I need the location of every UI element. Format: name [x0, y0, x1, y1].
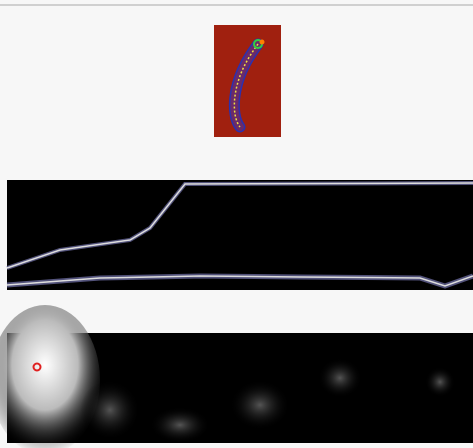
heat-blob [318, 358, 362, 398]
worm-image [214, 25, 281, 137]
heat-blob [425, 367, 455, 397]
heatmap [0, 305, 473, 448]
heat-blob [150, 407, 210, 443]
page [0, 0, 473, 448]
screen [0, 0, 473, 448]
kymograph [7, 180, 473, 290]
kymograph-background [7, 180, 473, 290]
heat-blob [80, 380, 140, 440]
head-point [260, 40, 265, 45]
heat-blob [230, 380, 290, 430]
image-background [214, 25, 281, 137]
